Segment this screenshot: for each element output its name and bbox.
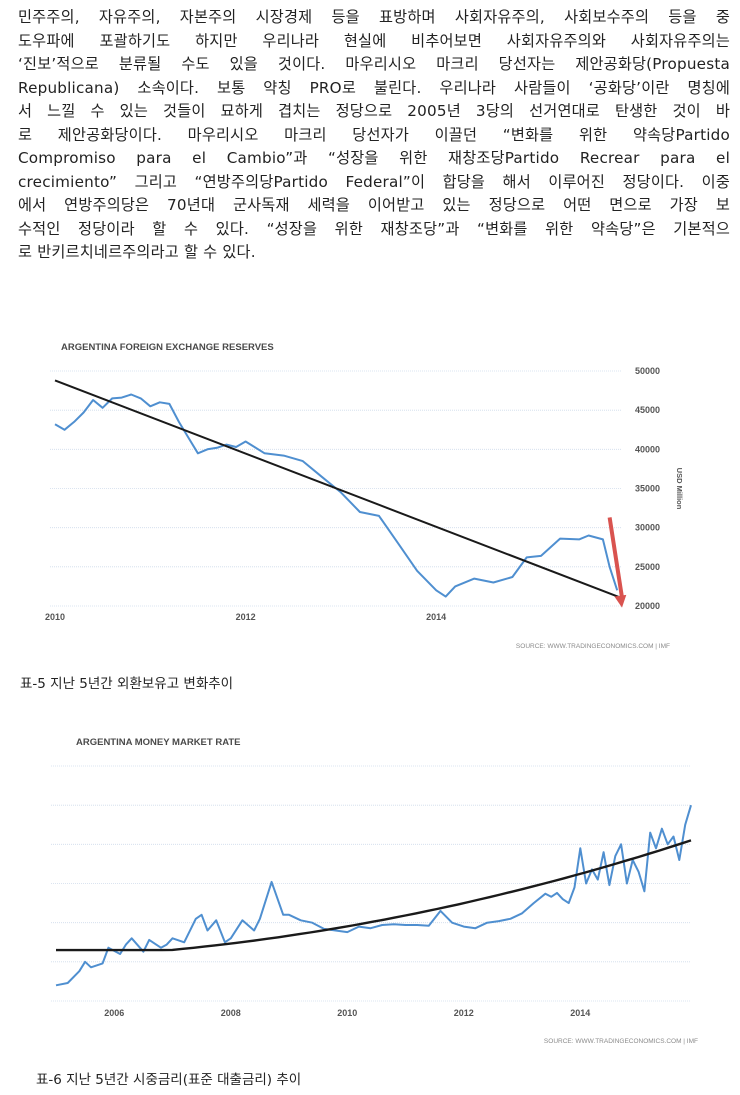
y-tick-label: 20000 — [635, 601, 660, 611]
x-tick-label: 2010 — [337, 1008, 357, 1018]
paragraph-line: ‘진보’적으로 분류될 수도 있을 것이다. 마우리시오 마크리 당선자는 제안… — [18, 55, 730, 73]
y-tick-label: 35000 — [635, 484, 660, 494]
paragraph-line: 로 반키르치네르주의라고 할 수 있다. — [18, 243, 256, 261]
down-arrow-icon — [614, 594, 627, 608]
paragraph-line: 로 제안공화당이다. 마우리시오 마크리 당선자가 이끌던 “변화를 위한 약속… — [18, 125, 730, 144]
y-tick-label: 50000 — [635, 366, 660, 376]
body-paragraph: 민주주의, 자유주의, 자본주의 시장경제 등을 표방하며 사회자유주의, 사회… — [18, 6, 730, 265]
series-line — [55, 804, 692, 987]
series-line — [54, 393, 619, 598]
fx-reserves-chart: ARGENTINA FOREIGN EXCHANGE RESERVES 20000… — [45, 342, 684, 650]
x-tick-label: 2012 — [236, 612, 256, 622]
y-tick-label: 40000 — [635, 444, 660, 454]
paragraph-line: crecimiento” 그리고 “연방주의당Partido Federal”이… — [18, 172, 730, 191]
source-label: SOURCE: WWW.TRADINGECONOMICS.COM | IMF — [516, 643, 670, 650]
x-tick-label: 2012 — [454, 1008, 474, 1018]
fx-caption: 표-5 지난 5년간 외환보유고 변화추이 — [20, 676, 234, 692]
paragraph-line: 수적인 정당이라 할 수 있다. “성장을 위한 재창조당”과 “변화를 위한 … — [18, 219, 730, 238]
y-tick-label: 25000 — [635, 562, 660, 572]
x-tick-label: 2010 — [45, 612, 65, 622]
paragraph-line: Compromiso para el Cambio”과 “성장을 위한 재창조당… — [18, 149, 730, 167]
source-label: SOURCE: WWW.TRADINGECONOMICS.COM | IMF — [544, 1038, 698, 1045]
x-tick-label: 2006 — [104, 1008, 124, 1018]
money-market-figure: ARGENTINA MONEY MARKET RATE0510152025302… — [38, 725, 708, 1050]
trend-line — [56, 839, 692, 952]
mm-caption: 표-6 지난 5년간 시중금리(표준 대출금리) 추이 — [36, 1072, 302, 1088]
trend-line — [54, 379, 623, 600]
paragraph-line: 에서 연방주의당은 70년대 군사독재 세력을 이어받고 있는 정당으로 어떤 … — [18, 196, 730, 214]
money-market-chart: ARGENTINA MONEY MARKET RATE0510152025302… — [51, 737, 698, 1045]
x-tick-label: 2014 — [570, 1008, 590, 1018]
down-arrow-shaft — [607, 517, 624, 598]
y-axis-label: USD Million — [675, 468, 684, 510]
paragraph-line: 민주주의, 자유주의, 자본주의 시장경제 등을 표방하며 사회자유주의, 사회… — [18, 8, 730, 26]
y-tick-label: 30000 — [635, 523, 660, 533]
y-tick-label: 45000 — [635, 405, 660, 415]
fx-reserves-figure: ARGENTINA FOREIGN EXCHANGE RESERVES 20000… — [38, 330, 708, 655]
paragraph-line: Republicana) 소속이다. 보통 약칭 PRO로 불린다. 우리나라 … — [18, 78, 730, 97]
chart-title: ARGENTINA FOREIGN EXCHANGE RESERVES — [61, 342, 274, 353]
x-tick-label: 2008 — [221, 1008, 241, 1018]
paragraph-line: 서 느낄 수 있는 것들이 묘하게 겹치는 정당으로 2005년 3당의 선거연… — [18, 102, 730, 120]
x-tick-label: 2014 — [426, 612, 446, 622]
paragraph-line: 도우파에 포괄하기도 하지만 우리나라 현실에 비추어보면 사회자유주의와 사회… — [18, 31, 730, 50]
chart-title: ARGENTINA MONEY MARKET RATE — [76, 737, 241, 748]
